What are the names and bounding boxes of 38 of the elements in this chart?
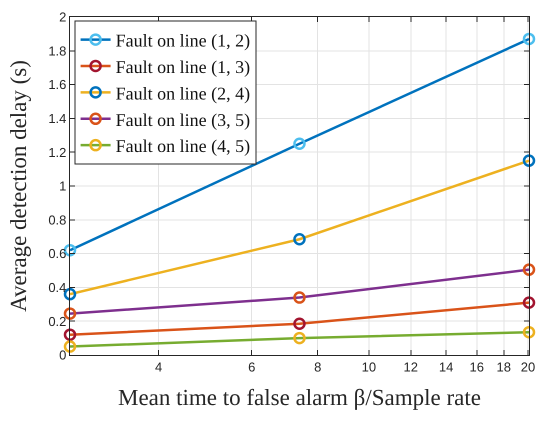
point — [293, 232, 306, 246]
x-tick-label: 16 — [470, 360, 484, 375]
x-axis-title: Mean time to false alarm β/Sample rate — [118, 385, 481, 410]
y-tick-label: 0.2 — [48, 314, 66, 329]
y-tick-label: 0.4 — [48, 280, 66, 295]
x-tick-label: 18 — [496, 360, 512, 375]
point — [522, 263, 536, 276]
y-tick-label: 1.4 — [48, 110, 66, 126]
point — [293, 332, 306, 344]
y-tick-label: 0.8 — [48, 212, 66, 228]
y-tick-label: 2 — [59, 10, 66, 25]
legend-label: Fault on line (2, 4) — [116, 83, 250, 104]
legend-label: Fault on line (3, 5) — [116, 110, 250, 130]
point — [293, 317, 306, 330]
y-tick-label: 1.8 — [48, 43, 66, 58]
y-tick-label: 1.6 — [48, 77, 66, 92]
x-tick-label: 12 — [404, 360, 418, 375]
y-tick-label: 1 — [59, 178, 66, 194]
y-tick-label: 1.2 — [48, 144, 66, 160]
y-axis-title: Average detection delay (s) — [6, 60, 31, 312]
legend-label: Fault on line (1, 3) — [116, 57, 250, 77]
point — [522, 154, 536, 167]
x-tick-label: 4 — [155, 360, 162, 375]
x-tick-label: 6 — [248, 360, 256, 375]
y-tick-label: 0 — [59, 348, 66, 363]
point — [64, 328, 76, 341]
point — [522, 32, 536, 46]
y-tick-label: 0.6 — [48, 246, 66, 262]
point — [522, 326, 536, 338]
point — [522, 296, 536, 309]
legend-label: Fault on line (4, 5) — [116, 136, 250, 156]
x-tick-label: 20 — [520, 360, 536, 375]
legend-label: Fault on line (1, 2) — [116, 30, 250, 51]
point — [293, 138, 306, 150]
x-tick-label: 10 — [362, 360, 376, 375]
point — [293, 291, 306, 304]
x-tick-label: 14 — [438, 360, 454, 375]
x-tick-label: 8 — [314, 360, 322, 375]
